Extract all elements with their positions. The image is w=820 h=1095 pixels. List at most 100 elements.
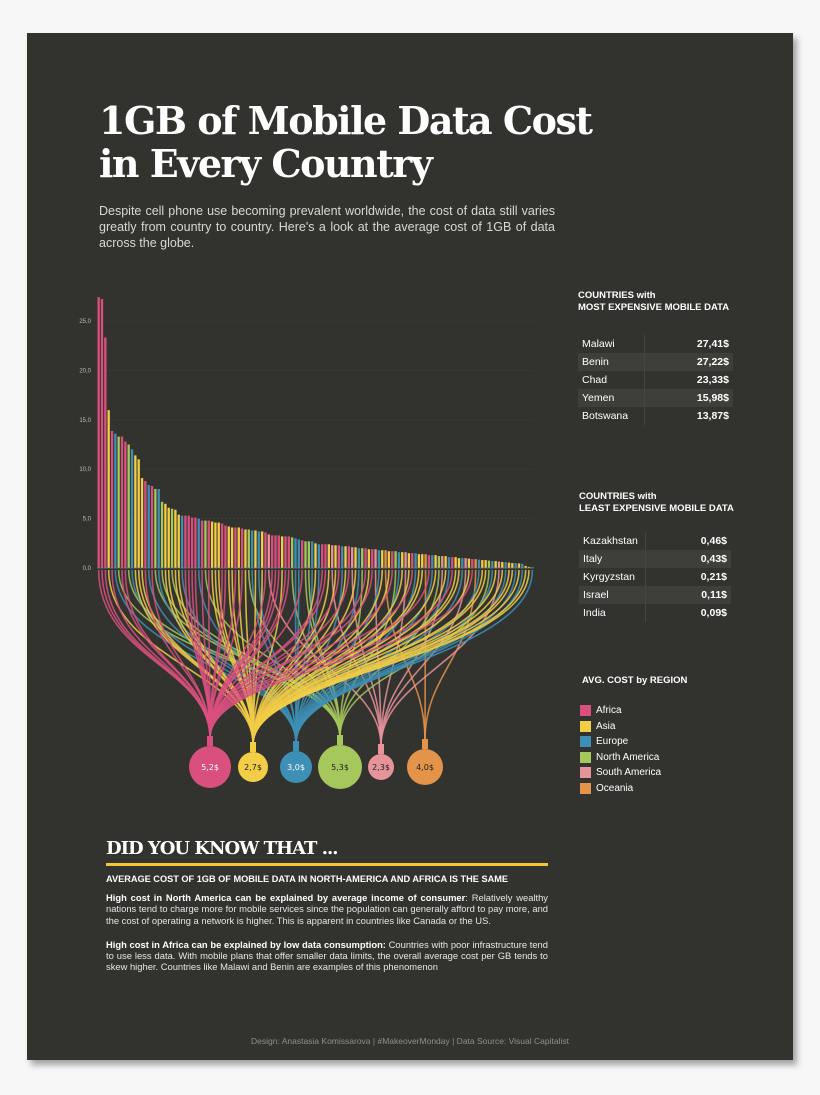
flow-stem: [250, 742, 256, 752]
legend-swatch: [580, 751, 591, 763]
legend-item: North America: [580, 750, 661, 766]
bar: [214, 522, 217, 568]
bar: [411, 553, 414, 568]
bar: [351, 547, 354, 568]
bar: [344, 546, 347, 568]
legend-heading: AVG. COST by REGION: [582, 675, 688, 686]
bar: [267, 534, 270, 568]
region-avg-label: 2,7$: [244, 763, 262, 772]
bar: [304, 541, 307, 568]
flow-line: [257, 569, 297, 744]
bar: [310, 541, 314, 568]
table-row: India 0,09$: [579, 604, 731, 622]
bar: [194, 517, 197, 568]
bar: [391, 551, 394, 568]
bar: [357, 548, 361, 568]
bar: [367, 549, 371, 568]
table-row: Benin 27,22$: [578, 353, 733, 371]
bar: [474, 559, 477, 568]
bar: [280, 536, 284, 568]
bar: [254, 530, 257, 568]
flow-stem: [293, 741, 299, 751]
bar: [437, 556, 441, 568]
country-name: Kyrgyzstan: [579, 568, 646, 586]
bar: [120, 436, 124, 568]
bar: [260, 531, 264, 568]
bar: [441, 556, 444, 568]
bar: [387, 551, 391, 568]
bar: [491, 561, 494, 568]
bar: [137, 459, 140, 568]
country-name: Italy: [579, 550, 646, 568]
bar: [314, 543, 317, 568]
bar: [371, 549, 374, 568]
flow-stem: [337, 735, 343, 745]
bar: [200, 520, 204, 568]
table-row: Chad 23,33$: [578, 371, 733, 389]
region-avg-label: 3,0$: [287, 763, 305, 772]
bar: [407, 553, 411, 568]
did-you-know-section: DID YOU KNOW THAT ... AVERAGE COST OF 1G…: [106, 838, 548, 986]
bar: [427, 555, 431, 568]
bar: [277, 535, 280, 568]
region-avg-circle: [189, 746, 231, 788]
flow-line: [295, 569, 534, 744]
legend-label: Oceania: [596, 782, 634, 794]
least-expensive-heading: COUNTRIES with LEAST EXPENSIVE MOBILE DAT…: [579, 491, 734, 514]
bar: [134, 455, 137, 568]
bar: [514, 563, 517, 568]
bar: [464, 558, 467, 568]
bar: [210, 521, 214, 568]
bar: [287, 536, 290, 568]
flow-line: [252, 569, 530, 745]
legend-label: North America: [596, 751, 660, 763]
bar: [104, 337, 107, 568]
bar: [217, 522, 220, 568]
bar: [477, 559, 481, 568]
country-name: Israel: [579, 586, 646, 604]
bar: [404, 552, 407, 568]
bar: [110, 430, 114, 568]
cost-value: 13,87$: [696, 410, 729, 422]
bar: [144, 481, 147, 568]
bar: [347, 546, 351, 568]
bar: [507, 562, 511, 568]
paragraph-north-america: High cost in North America can be explai…: [106, 892, 548, 926]
bar: [157, 488, 160, 568]
bar: [377, 550, 381, 568]
flow-lines: [97, 569, 534, 747]
region-avg-label: 4,0$: [416, 763, 434, 772]
legend-item: Asia: [580, 719, 661, 735]
bar: [224, 525, 227, 568]
region-avg-label: 5,3$: [331, 763, 349, 772]
y-tick-label: 25,0: [79, 319, 91, 325]
least-expensive-table: Kazakhstan 0,46$ Italy 0,43$ Kyrgyzstan 0,21$…: [579, 532, 731, 622]
bar: [140, 478, 144, 568]
flow-line: [384, 569, 426, 742]
bar: [431, 555, 434, 568]
bar: [270, 535, 274, 568]
table-row: Malawi 27,41$: [578, 335, 733, 353]
infographic-card: 1GB of Mobile Data Cost in Every Country …: [27, 33, 793, 1060]
flow-line: [252, 569, 283, 745]
bar: [317, 544, 321, 568]
bar: [300, 540, 304, 568]
bar: [394, 551, 397, 568]
flow-line: [209, 569, 303, 739]
bar: [227, 526, 230, 568]
legend-item: Europe: [580, 734, 661, 750]
most-expensive-table: Malawi 27,41$ Benin 27,22$ Chad 23,33$ Yemen 15…: [578, 335, 733, 425]
legend-swatch: [580, 736, 591, 748]
bar: [401, 552, 404, 568]
country-name: India: [579, 604, 646, 622]
bar: [147, 485, 150, 568]
bar: [531, 567, 534, 568]
region-avg-circle: [407, 749, 443, 785]
bar: [354, 547, 357, 568]
bar: [524, 565, 527, 568]
country-name: Malawi: [578, 335, 645, 353]
table-row: Israel 0,11$: [579, 586, 731, 604]
y-tick-label: 20,0: [79, 368, 91, 374]
bar: [364, 548, 367, 568]
bar: [204, 520, 207, 568]
